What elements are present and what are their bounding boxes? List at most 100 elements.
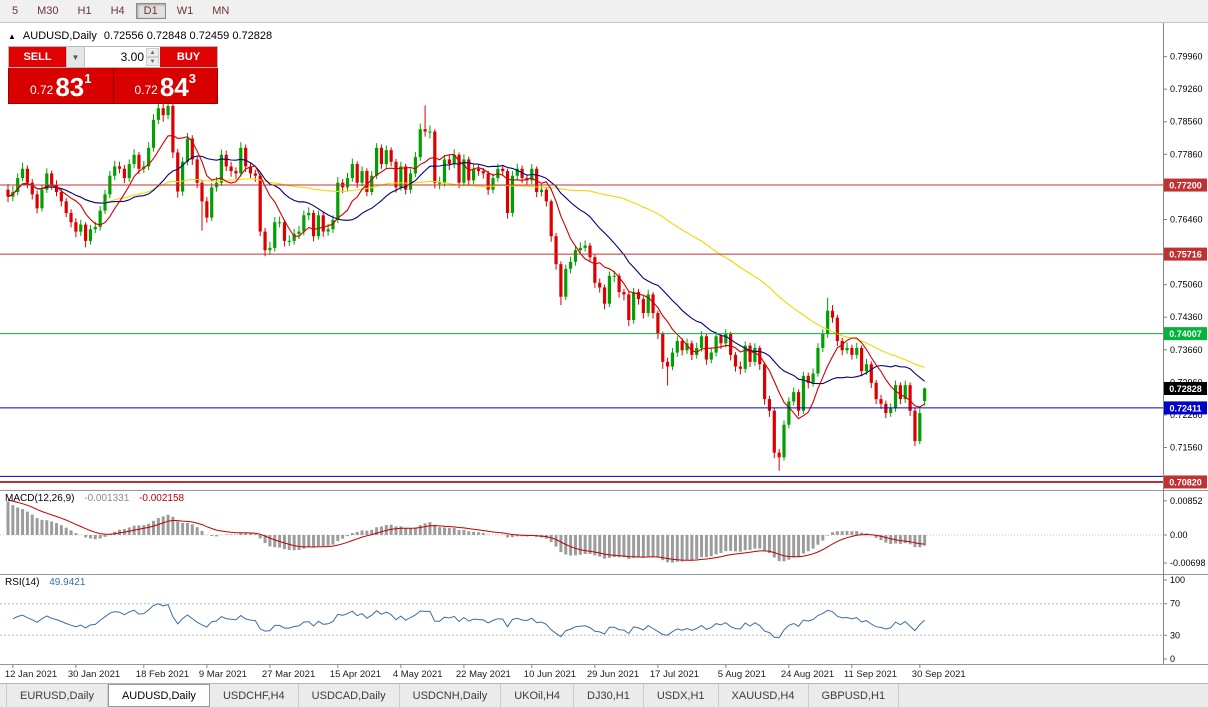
date-axis[interactable]: 12 Jan 2021 30 Jan 2021 18 Feb 2021 9 Mar 2… [5, 664, 966, 681]
timeframe-button-H4[interactable]: H4 [110, 5, 125, 17]
chart-tab-bar: EURUSD,Daily AUDUSD,Daily USDCHF,H4 USDCAD,… [0, 683, 1208, 707]
buy-price-display[interactable]: 0.72 84 3 [112, 68, 218, 103]
chart-tab[interactable]: USDCNH,Daily [400, 684, 502, 707]
svg-text:29 Jun 2021: 29 Jun 2021 [587, 669, 639, 680]
svg-text:0.72828: 0.72828 [1169, 384, 1202, 394]
rsi-panel [0, 603, 1163, 639]
chart-tab[interactable]: EURUSD,Daily [6, 684, 108, 707]
svg-text:0.72260: 0.72260 [1170, 410, 1203, 420]
chart-tab[interactable]: GBPUSD,H1 [809, 684, 900, 707]
chart-tab[interactable]: USDCAD,Daily [299, 684, 400, 707]
svg-text:0.79260: 0.79260 [1170, 84, 1203, 94]
svg-text:10 Jun 2021: 10 Jun 2021 [524, 669, 576, 680]
price-tag: 0.72828 [1164, 382, 1207, 396]
svg-text:0.77860: 0.77860 [1170, 149, 1203, 159]
chart-tab[interactable]: AUDUSD,Daily [107, 684, 210, 707]
chart-window: 0.79960 0.79260 0.78560 0.77860 0.76460 0.750… [0, 23, 1208, 683]
svg-text:100: 100 [1170, 575, 1185, 585]
svg-text:27 Mar 2021: 27 Mar 2021 [262, 669, 315, 680]
timeframe-button-M30[interactable]: M30 [37, 5, 59, 17]
svg-text:70: 70 [1170, 599, 1180, 609]
chart-tab[interactable]: UKOil,H4 [501, 684, 575, 707]
buy-price-prefix: 0.72 [134, 83, 158, 97]
chart-tab[interactable]: XAUUSD,H4 [719, 684, 809, 707]
sell-price-display[interactable]: 0.72 83 1 [9, 68, 113, 103]
svg-text:22 May 2021: 22 May 2021 [456, 669, 511, 680]
svg-text:0.74007: 0.74007 [1169, 329, 1202, 339]
candles-layer [6, 91, 927, 471]
svg-text:0.70820: 0.70820 [1169, 477, 1202, 487]
svg-text:0.74360: 0.74360 [1170, 312, 1203, 322]
volume-input[interactable] [85, 47, 160, 67]
timeframe-button-MN[interactable]: MN [212, 5, 230, 17]
chart-title-bar: ▲ AUDUSD,Daily 0.72556 0.72848 0.72459 0… [8, 30, 272, 42]
svg-text:0.78560: 0.78560 [1170, 117, 1203, 127]
volume-stepper[interactable]: ▲ ▼ [146, 48, 159, 66]
chart-ohlc-values: 0.72556 0.72848 0.72459 0.72828 [103, 30, 273, 42]
svg-text:30: 30 [1170, 630, 1180, 640]
svg-text:0.76460: 0.76460 [1170, 214, 1203, 224]
sell-price-prefix: 0.72 [29, 83, 54, 97]
price-tag: 0.77200 [1164, 178, 1207, 192]
macd-value: -0.001331 [84, 493, 130, 504]
svg-text:9 Mar 2021: 9 Mar 2021 [199, 669, 247, 680]
chart-tab[interactable]: USDX,H1 [644, 684, 719, 707]
svg-text:0.72411: 0.72411 [1169, 403, 1201, 413]
svg-text:5 Aug 2021: 5 Aug 2021 [718, 669, 766, 680]
timeframe-button-H1[interactable]: H1 [77, 5, 92, 17]
svg-text:12 Jan 2021: 12 Jan 2021 [5, 669, 57, 680]
svg-text:0.75716: 0.75716 [1169, 250, 1202, 260]
svg-text:17 Jul 2021: 17 Jul 2021 [650, 669, 699, 680]
rsi-name: RSI(14) [5, 577, 40, 588]
buy-button[interactable]: BUY [160, 47, 217, 67]
sell-price-pipette: 1 [84, 71, 92, 86]
timeframe-button-D1[interactable]: D1 [135, 3, 166, 19]
horizontal-lines-layer[interactable] [0, 184, 1163, 483]
svg-text:30 Jan 2021: 30 Jan 2021 [68, 669, 120, 680]
rsi-value: 49.9421 [49, 577, 86, 588]
macd-panel [6, 499, 927, 563]
macd-indicator-label: MACD(12,26,9) -0.001331 -0.002158 [5, 493, 184, 504]
timeframe-button-5[interactable]: 5 [12, 5, 19, 17]
buy-price-pips: 84 [159, 72, 189, 102]
volume-stepper-down-icon[interactable]: ▼ [146, 57, 159, 66]
timeframe-toolbar: 5 M30 H1 H4 D1 W1 MN [0, 0, 1208, 23]
price-tag: 0.75716 [1164, 247, 1207, 261]
svg-text:0.71560: 0.71560 [1170, 443, 1203, 453]
svg-text:0.77200: 0.77200 [1169, 181, 1202, 191]
svg-text:11 Sep 2021: 11 Sep 2021 [844, 669, 897, 680]
svg-text:-0.00698: -0.00698 [1170, 558, 1206, 568]
svg-text:30 Sep 2021: 30 Sep 2021 [912, 669, 966, 680]
moving-averages-layer [7, 135, 925, 420]
svg-text:24 Aug 2021: 24 Aug 2021 [781, 669, 834, 680]
volume-stepper-up-icon[interactable]: ▲ [146, 48, 159, 57]
svg-text:4 May 2021: 4 May 2021 [393, 669, 443, 680]
volume-dropdown-button[interactable]: ▼ [66, 47, 85, 67]
rsi-indicator-label: RSI(14) 49.9421 [5, 577, 85, 588]
svg-text:0.79960: 0.79960 [1170, 52, 1203, 62]
price-tag: 0.70820 [1164, 475, 1207, 489]
svg-text:0: 0 [1170, 654, 1175, 664]
svg-text:0.75060: 0.75060 [1170, 280, 1203, 290]
svg-text:15 Apr 2021: 15 Apr 2021 [330, 669, 381, 680]
one-click-trading-widget: SELL ▼ ▲ ▼ BUY 0.72 83 1 0.72 84 3 [8, 46, 218, 104]
svg-text:0.73660: 0.73660 [1170, 345, 1203, 355]
timeframe-button-W1[interactable]: W1 [176, 5, 194, 17]
chart-symbol-label: AUDUSD,Daily [22, 30, 97, 42]
macd-name: MACD(12,26,9) [5, 493, 75, 504]
chart-surface[interactable]: 0.79960 0.79260 0.78560 0.77860 0.76460 0.750… [0, 23, 1208, 683]
macd-signal-value: -0.002158 [139, 493, 185, 504]
svg-text:0.00852: 0.00852 [1170, 496, 1203, 506]
svg-text:0.00: 0.00 [1170, 530, 1188, 540]
chart-tab[interactable]: DJ30,H1 [574, 684, 644, 707]
sell-price-pips: 83 [55, 72, 85, 102]
sell-button[interactable]: SELL [9, 47, 66, 67]
buy-price-pipette: 3 [188, 71, 196, 86]
price-tag: 0.72411 [1164, 401, 1207, 415]
chart-tab[interactable]: USDCHF,H4 [210, 684, 299, 707]
price-axis[interactable]: 0.79960 0.79260 0.78560 0.77860 0.76460 0.750… [1163, 23, 1206, 664]
svg-text:18 Feb 2021: 18 Feb 2021 [136, 669, 189, 680]
price-tag: 0.74007 [1164, 327, 1207, 341]
chart-icon: ▲ [8, 31, 16, 41]
